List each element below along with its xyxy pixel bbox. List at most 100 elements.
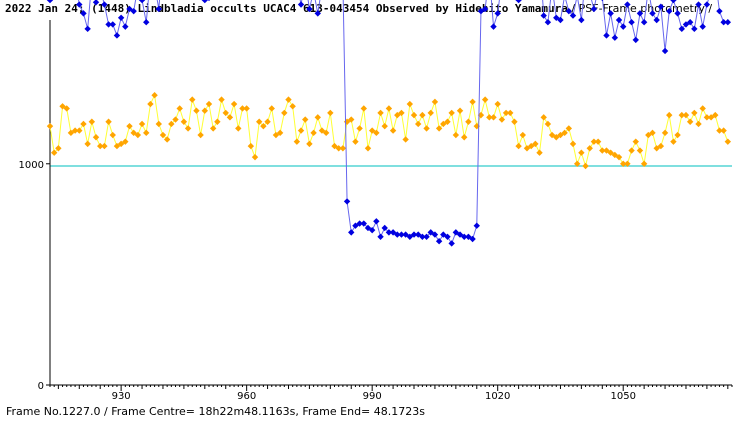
comparison-point — [92, 134, 100, 141]
target-point — [557, 16, 564, 24]
comparison-point — [532, 140, 539, 148]
comparison-point — [134, 131, 142, 139]
target-point — [155, 5, 162, 13]
y-tick-label: 1000 — [19, 160, 44, 171]
comparison-point — [339, 145, 347, 152]
comparison-point — [573, 160, 581, 167]
comparison-point — [302, 116, 309, 123]
comparison-point — [431, 98, 439, 106]
comparison-point — [490, 114, 497, 121]
comparison-point — [268, 105, 275, 112]
comparison-point — [235, 125, 242, 132]
comparison-point — [682, 111, 690, 119]
comparison-point — [335, 145, 342, 152]
target-point — [515, 0, 522, 4]
target-point — [653, 16, 660, 24]
comparison-point — [666, 111, 673, 119]
comparison-point — [615, 153, 623, 161]
target-point — [113, 32, 121, 39]
comparison-point — [84, 140, 91, 148]
comparison-point — [523, 145, 531, 152]
comparison-point — [515, 142, 522, 150]
target-point — [381, 224, 388, 232]
x-tick-label: 1020 — [485, 391, 510, 402]
comparison-point — [481, 96, 489, 103]
target-point — [603, 32, 610, 39]
comparison-point — [260, 122, 267, 130]
target-point — [469, 235, 476, 243]
comparison-point — [281, 109, 288, 117]
comparison-point — [122, 138, 129, 145]
target-point — [423, 233, 430, 240]
target-point — [117, 14, 125, 21]
target-point — [615, 16, 623, 24]
target-point — [398, 231, 405, 238]
comparison-point — [88, 118, 96, 125]
comparison-point — [352, 138, 359, 145]
comparison-point — [645, 131, 652, 139]
comparison-point — [314, 114, 321, 121]
target-point — [364, 224, 372, 232]
comparison-point — [46, 122, 54, 130]
comparison-point — [519, 131, 526, 139]
target-point — [419, 233, 426, 240]
target-point — [101, 1, 108, 8]
comparison-point — [80, 120, 87, 128]
comparison-point — [398, 109, 405, 117]
target-point — [703, 1, 711, 8]
comparison-series — [46, 92, 732, 170]
comparison-point — [138, 120, 146, 128]
comparison-point — [703, 114, 711, 121]
target-point — [578, 16, 585, 24]
target-point — [373, 218, 380, 225]
comparison-point — [402, 136, 409, 143]
target-point — [490, 23, 497, 30]
comparison-point — [586, 145, 593, 152]
target-point — [607, 10, 614, 17]
comparison-point — [176, 105, 183, 112]
target-point — [143, 19, 150, 26]
comparison-point — [356, 125, 363, 132]
x-tick-label: 960 — [237, 391, 256, 402]
target-point — [716, 7, 723, 15]
target-point — [76, 1, 83, 8]
comparison-point — [670, 138, 677, 145]
comparison-point — [264, 118, 271, 125]
target-point — [297, 1, 305, 8]
target-point — [678, 25, 685, 33]
comparison-point — [511, 118, 518, 125]
target-point — [494, 10, 501, 17]
comparison-point — [578, 149, 585, 156]
comparison-point — [322, 129, 330, 137]
comparison-point — [389, 127, 397, 134]
comparison-point — [657, 142, 665, 150]
comparison-point — [113, 142, 121, 150]
target-point — [80, 10, 87, 17]
target-point — [109, 21, 116, 28]
target-point — [368, 226, 376, 234]
target-point — [674, 10, 681, 17]
comparison-point — [155, 120, 162, 128]
comparison-point — [427, 109, 434, 117]
comparison-point — [419, 111, 426, 119]
target-point — [686, 19, 694, 26]
comparison-point — [435, 125, 443, 132]
target-point — [670, 0, 677, 4]
comparison-point — [720, 127, 727, 134]
target-series-line — [49, 0, 728, 245]
comparison-point — [251, 153, 259, 161]
comparison-point — [197, 131, 204, 139]
comparison-point — [582, 162, 589, 170]
comparison-point — [247, 142, 255, 150]
comparison-point — [590, 138, 598, 145]
x-tick-label: 990 — [363, 391, 382, 402]
target-point — [540, 12, 547, 19]
target-point — [105, 21, 112, 28]
target-point — [590, 5, 598, 13]
comparison-point — [230, 100, 238, 108]
target-point — [92, 0, 100, 6]
comparison-point — [414, 120, 422, 128]
comparison-point — [636, 147, 644, 154]
comparison-point — [456, 107, 464, 114]
target-point — [207, 0, 211, 2]
